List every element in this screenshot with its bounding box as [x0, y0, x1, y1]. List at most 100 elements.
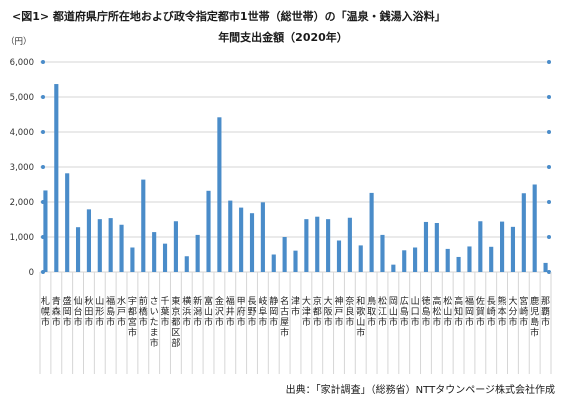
bar — [260, 202, 265, 272]
bar — [108, 218, 113, 272]
bar — [434, 223, 439, 272]
bar — [162, 243, 168, 272]
bar — [456, 256, 461, 272]
category-label: 仙台市 — [74, 295, 83, 328]
bar — [489, 246, 494, 272]
category-label: 甲府市 — [237, 296, 246, 328]
category-label: 松山市 — [443, 295, 452, 328]
bar — [184, 256, 189, 272]
category-label: 佐賀市 — [476, 295, 485, 328]
category-label: 熊本市 — [498, 295, 507, 328]
grid-lines — [40, 61, 551, 273]
y-unit-label: （円） — [6, 36, 32, 47]
bar — [521, 193, 526, 272]
bars — [43, 84, 548, 272]
category-label: 秋田市 — [84, 295, 93, 328]
category-label: 新潟市 — [193, 295, 202, 328]
category-label: 山口市 — [411, 296, 420, 328]
bar — [413, 247, 418, 272]
y-tick-label: 0 — [29, 268, 34, 278]
category-label: 高知市 — [454, 295, 463, 328]
category-label: 津市 — [291, 296, 300, 318]
category-label: 大津市 — [302, 295, 311, 328]
y-tick-label: 1,000 — [10, 233, 34, 243]
category-label: 高松市 — [432, 295, 441, 328]
category-label: 静岡市 — [269, 295, 278, 328]
bar — [500, 221, 505, 272]
category-label: さいたま市 — [150, 296, 159, 349]
bar — [75, 227, 81, 272]
right-axis-marker — [547, 95, 551, 99]
bar — [249, 213, 255, 272]
bar — [173, 221, 178, 272]
bar — [43, 190, 48, 272]
category-label: 徳島市 — [421, 295, 430, 328]
right-axis-marker — [547, 235, 551, 239]
category-labels: 札幌市青森市盛岡市仙台市秋田市山形市福島市水戸市宇都宮市前橋市さいたま市千葉市東… — [39, 272, 552, 374]
y-tick-label: 2,000 — [10, 198, 34, 208]
category-label: 京都市 — [313, 295, 322, 328]
category-label: 名古屋市 — [280, 295, 289, 339]
category-label: 水戸市 — [117, 295, 126, 328]
bar — [54, 84, 59, 272]
chart-subtitle: 年間支出金額（2020年） — [218, 30, 348, 44]
bar — [402, 250, 407, 272]
y-tick-labels: 0 1,000 2,000 3,000 4,000 5,000 6,000 — [10, 58, 34, 278]
category-label: 福井市 — [226, 295, 235, 328]
bar — [141, 179, 146, 272]
left-axis-marker — [41, 130, 45, 134]
y-tick-label: 6,000 — [10, 58, 34, 68]
bar — [65, 173, 70, 272]
bar — [510, 226, 516, 272]
bar — [152, 232, 157, 272]
category-label: 前橋市 — [139, 295, 148, 328]
category-label: 松江市 — [378, 295, 387, 328]
category-label: 岡山市 — [389, 296, 398, 328]
left-axis-marker — [41, 95, 45, 99]
category-label: 奈良市 — [345, 295, 354, 328]
category-label: 宮崎市 — [519, 295, 528, 328]
category-label: 青森市 — [52, 295, 61, 328]
category-label: 横浜市 — [182, 295, 191, 328]
category-label: 鳥取市 — [367, 295, 376, 328]
category-label: 大分市 — [508, 295, 517, 328]
right-axis-marker — [547, 270, 551, 274]
bar — [391, 264, 396, 272]
bar — [336, 240, 342, 272]
category-label: 鹿児島市 — [530, 295, 539, 339]
bar — [445, 248, 450, 272]
right-axis-marker — [547, 165, 551, 169]
category-label: 那覇市 — [541, 296, 550, 328]
category-label: 札幌市 — [41, 295, 50, 328]
left-axis-marker — [41, 165, 45, 169]
category-label: 山形市 — [95, 296, 104, 328]
bar — [271, 254, 276, 272]
right-axis-marker — [547, 60, 551, 64]
right-axis-marker — [547, 130, 551, 134]
category-label: 金沢市 — [215, 295, 224, 328]
bar — [130, 247, 135, 272]
category-label: 和歌山市 — [356, 296, 365, 339]
bar — [206, 190, 211, 272]
bar — [282, 237, 287, 272]
category-label: 盛岡市 — [63, 295, 72, 328]
source-note: 出典：「家計調査」（総務省）NTTタウンページ株式会社作成 — [286, 383, 555, 396]
category-label: 広島市 — [400, 295, 409, 328]
category-label: 富山市 — [204, 295, 213, 328]
bar — [119, 224, 124, 272]
category-label: 岐阜市 — [258, 295, 267, 328]
bar — [380, 234, 385, 272]
category-label: 千葉市 — [161, 296, 170, 328]
bar — [86, 209, 91, 272]
bar — [532, 184, 537, 272]
bar — [423, 221, 429, 272]
bar — [315, 216, 320, 272]
bar — [369, 192, 374, 272]
bar — [195, 234, 200, 272]
bar — [217, 117, 222, 272]
category-label: 福島市 — [106, 295, 115, 328]
category-label: 大阪市 — [324, 295, 333, 328]
category-label: 長野市 — [248, 296, 257, 328]
chart-title: <図1> 都道府県庁所在地および政令指定都市1世帯（総世帯）の「温泉・銭湯入浴料… — [12, 9, 446, 23]
